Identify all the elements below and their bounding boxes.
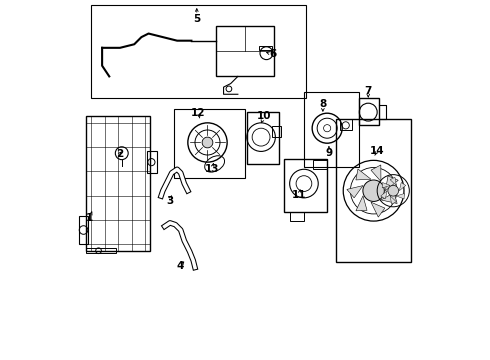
Text: 11: 11 [292,190,307,200]
Text: 13: 13 [205,163,220,174]
Text: 5: 5 [193,14,200,24]
Text: 6: 6 [269,49,276,59]
Text: 7: 7 [365,86,372,96]
Polygon shape [356,196,367,211]
Polygon shape [390,177,396,185]
Circle shape [202,137,213,148]
Circle shape [363,180,384,202]
Polygon shape [347,186,363,198]
Polygon shape [381,191,387,199]
Text: 12: 12 [191,108,206,118]
Text: 1: 1 [86,212,93,222]
Text: 3: 3 [166,196,173,206]
Text: 10: 10 [257,111,271,121]
Polygon shape [396,194,404,199]
Text: 4: 4 [176,261,184,271]
Text: 9: 9 [325,148,333,158]
Polygon shape [399,183,406,191]
Polygon shape [371,202,385,217]
Text: 14: 14 [370,146,385,156]
Polygon shape [381,193,397,203]
Polygon shape [371,165,381,181]
Polygon shape [382,183,390,188]
Polygon shape [356,169,371,180]
Polygon shape [390,196,396,204]
Polygon shape [386,176,398,191]
Text: 2: 2 [116,149,123,159]
Circle shape [388,185,398,196]
Text: 8: 8 [319,99,326,109]
